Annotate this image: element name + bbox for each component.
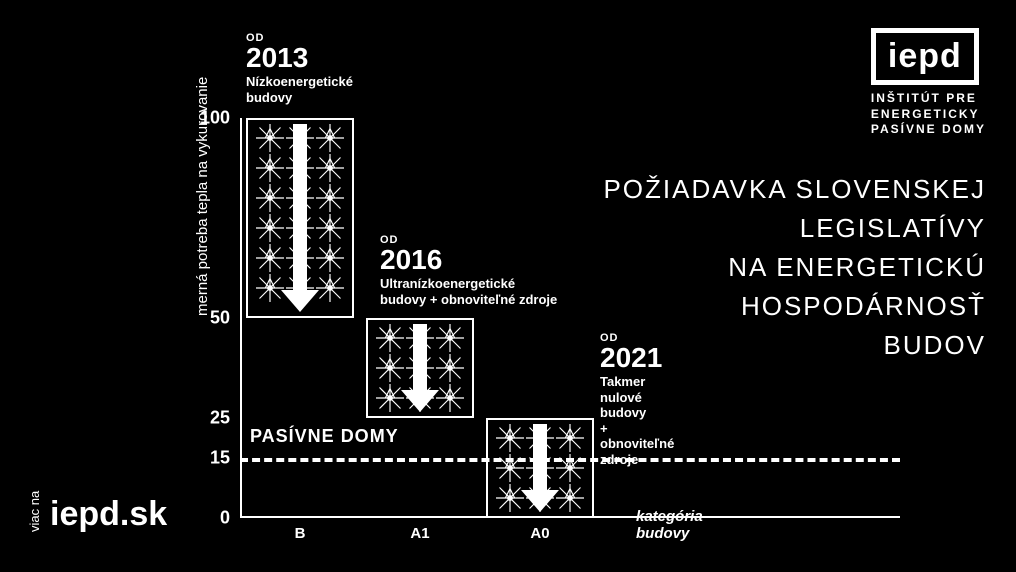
logo-sub1: INŠTITÚT PRE	[871, 91, 986, 107]
sparkle-icon	[496, 454, 524, 482]
sparkle-icon	[256, 214, 284, 242]
sparkle-icon	[376, 384, 404, 412]
label-year: 2013	[246, 44, 353, 72]
x-axis-label: kategória budovy	[636, 508, 703, 542]
bar-label-B: OD2013Nízkoenergetickébudovy	[246, 32, 353, 105]
headline-line: LEGISLATÍVY	[603, 209, 986, 248]
sparkle-icon	[376, 324, 404, 352]
headline-line: POŽIADAVKA SLOVENSKEJ	[603, 170, 986, 209]
sparkle-icon	[436, 354, 464, 382]
sparkle-icon	[256, 184, 284, 212]
sparkle-icon	[496, 424, 524, 452]
y-tick: 25	[210, 408, 240, 429]
down-arrow-icon	[281, 124, 319, 312]
bar-A0	[486, 418, 594, 518]
sparkle-icon	[316, 274, 344, 302]
x-category: B	[295, 525, 306, 542]
headline-line: NA ENERGETICKÚ	[603, 248, 986, 287]
sparkle-icon	[256, 124, 284, 152]
sparkle-icon	[316, 154, 344, 182]
more-at-pre: viac na	[27, 491, 42, 532]
bar-label-A0: OD2021Takmer nulové budovy+ obnoviteľné …	[600, 332, 674, 468]
sparkle-icon	[436, 324, 464, 352]
sparkle-icon	[256, 274, 284, 302]
logo: iepd INŠTITÚT PRE ENERGETICKY PASÍVNE DO…	[871, 28, 986, 138]
sparkle-icon	[316, 124, 344, 152]
down-arrow-icon	[401, 324, 439, 412]
bar-label-A1: OD2016Ultranízkoenergetickébudovy + obno…	[380, 234, 557, 307]
logo-text: iepd	[871, 28, 979, 85]
x-category: A1	[410, 525, 429, 542]
logo-sub2: ENERGETICKY	[871, 107, 986, 123]
sparkle-icon	[496, 484, 524, 512]
x-category: A0	[530, 525, 549, 542]
sparkle-icon	[556, 484, 584, 512]
bar-A1	[366, 318, 474, 418]
sparkle-icon	[316, 214, 344, 242]
y-tick: 0	[220, 508, 240, 529]
y-tick: 15	[210, 448, 240, 469]
label-year: 2021	[600, 344, 674, 372]
y-tick: 100	[200, 108, 240, 129]
more-at: viac na iepd.sk	[28, 495, 167, 534]
down-arrow-icon	[521, 424, 559, 512]
sparkle-icon	[256, 154, 284, 182]
headline-line: HOSPODÁRNOSŤ	[603, 287, 986, 326]
label-year: 2016	[380, 246, 557, 274]
label-desc: Takmer nulové budovy+ obnoviteľné zdroje	[600, 374, 674, 468]
logo-sub3: PASÍVNE DOMY	[871, 122, 986, 138]
sparkle-icon	[556, 424, 584, 452]
website-url: iepd.sk	[50, 495, 167, 533]
chart: 1005025150PASÍVNE DOMYkategória budovyOD…	[240, 118, 640, 518]
sparkle-icon	[316, 184, 344, 212]
sparkle-icon	[376, 354, 404, 382]
bar-B	[246, 118, 354, 318]
sparkle-icon	[436, 384, 464, 412]
sparkle-icon	[256, 244, 284, 272]
y-tick: 50	[210, 308, 240, 329]
passive-label: PASÍVNE DOMY	[250, 426, 399, 447]
label-desc: Ultranízkoenergetickébudovy + obnoviteľn…	[380, 276, 557, 307]
label-desc: Nízkoenergetickébudovy	[246, 74, 353, 105]
sparkle-icon	[556, 454, 584, 482]
sparkle-icon	[316, 244, 344, 272]
